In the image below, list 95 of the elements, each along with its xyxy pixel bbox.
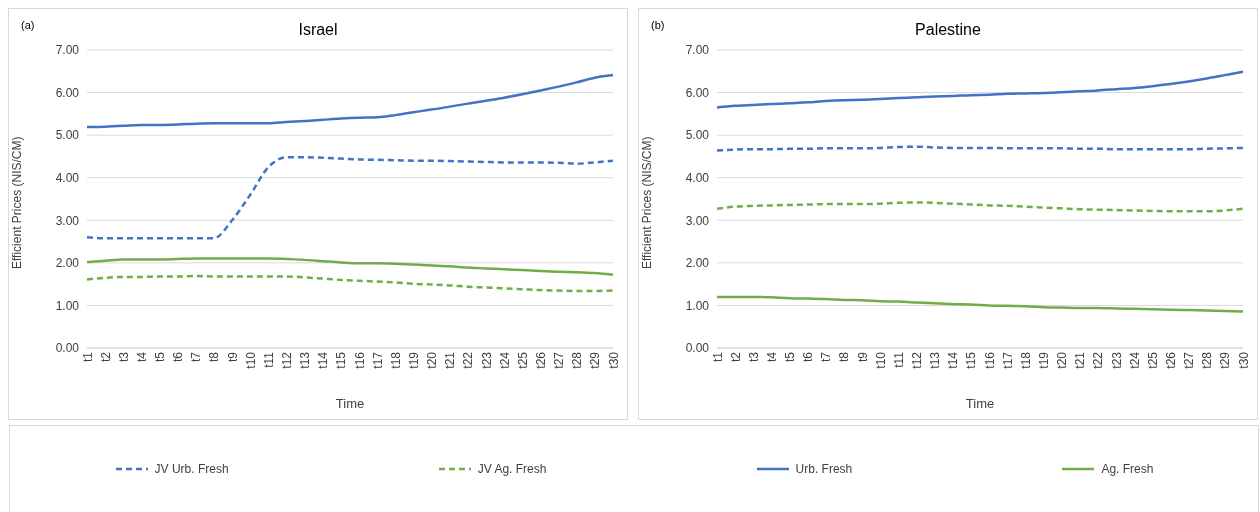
x-tick-label: t2 <box>728 351 743 363</box>
y-tick-label: 0.00 <box>55 341 80 356</box>
x-tick-label: t9 <box>225 351 240 363</box>
y-tick-label: 3.00 <box>55 213 80 228</box>
x-tick-label: t21 <box>443 351 458 369</box>
y-tick-label: 1.00 <box>55 298 80 313</box>
y-tick-label: 6.00 <box>685 85 710 100</box>
x-tick-label: t23 <box>479 351 494 369</box>
x-tick-label: t6 <box>801 351 816 363</box>
x-tick-label: t3 <box>116 351 131 363</box>
x-tick-label: t23 <box>1109 351 1124 369</box>
legend-label: JV Ag. Fresh <box>477 462 547 476</box>
x-axis-title: Time <box>965 396 995 411</box>
y-tick-label: 0.00 <box>685 341 710 356</box>
x-tick-label: t4 <box>134 351 149 363</box>
x-tick-label: t1 <box>710 351 725 363</box>
x-tick-label: t1 <box>80 351 95 363</box>
x-tick-label: t15 <box>964 351 979 369</box>
x-tick-label: t29 <box>1218 351 1233 369</box>
x-tick-label: t16 <box>352 351 367 369</box>
x-tick-label: t2 <box>98 351 113 363</box>
x-tick-label: t8 <box>837 351 852 363</box>
y-tick-label: 1.00 <box>685 298 710 313</box>
x-tick-label: t14 <box>316 351 331 369</box>
x-tick-label: t21 <box>1073 351 1088 369</box>
chart-title: Israel <box>298 21 338 38</box>
chart-title: Palestine <box>915 21 981 38</box>
x-tick-label: t30 <box>1236 351 1251 369</box>
x-tick-label: t13 <box>928 351 943 369</box>
x-tick-label: t7 <box>819 351 834 363</box>
x-tick-label: t10 <box>243 351 258 369</box>
x-tick-label: t28 <box>570 351 585 369</box>
y-tick-label: 7.00 <box>685 43 710 58</box>
line-series <box>85 257 615 277</box>
x-tick-label: t11 <box>261 351 276 368</box>
x-tick-label: t14 <box>946 351 961 369</box>
y-axis-title: Efficient Prices (NIS/CM) <box>640 136 655 269</box>
line-series <box>715 70 1245 109</box>
x-tick-label: t12 <box>280 351 295 369</box>
x-tick-label: t19 <box>1037 351 1051 369</box>
x-tick-label: t26 <box>533 351 548 369</box>
x-tick-label: t7 <box>189 351 204 363</box>
x-tick-label: t15 <box>334 351 349 369</box>
y-tick-label: 5.00 <box>685 128 710 143</box>
x-tick-label: t3 <box>746 351 761 363</box>
x-tick-label: t27 <box>552 351 567 369</box>
x-tick-label: t8 <box>207 351 222 363</box>
y-tick-label: 4.00 <box>55 170 80 185</box>
legend-label: Urb. Fresh <box>795 462 853 476</box>
x-tick-label: t4 <box>764 351 779 363</box>
line-series <box>715 295 1245 313</box>
x-tick-label: t28 <box>1200 351 1215 369</box>
line-series <box>715 201 1245 213</box>
x-tick-label: t30 <box>606 351 621 369</box>
x-tick-label: t17 <box>1000 351 1015 369</box>
x-tick-label: t18 <box>388 351 403 369</box>
y-tick-label: 2.00 <box>55 256 80 271</box>
legend-label: Ag. Fresh <box>1101 462 1154 476</box>
y-tick-label: 5.00 <box>55 128 80 143</box>
x-tick-label: t25 <box>1145 351 1160 369</box>
x-tick-label: t9 <box>855 351 870 363</box>
y-tick-label: 2.00 <box>685 256 710 271</box>
y-axis-title: Efficient Prices (NIS/CM) <box>10 136 25 269</box>
line-series <box>85 73 615 129</box>
x-tick-label: t18 <box>1018 351 1033 369</box>
x-tick-label: t5 <box>783 351 798 363</box>
x-tick-label: t20 <box>425 351 440 369</box>
y-tick-label: 4.00 <box>685 170 710 185</box>
x-tick-label: t10 <box>873 351 888 369</box>
x-tick-label: t27 <box>1182 351 1197 369</box>
x-tick-label: t22 <box>461 351 476 369</box>
x-tick-label: t13 <box>298 351 313 369</box>
x-tick-label: t26 <box>1163 351 1178 369</box>
x-tick-label: t19 <box>407 351 421 369</box>
y-tick-label: 7.00 <box>55 43 80 58</box>
line-series <box>85 274 615 293</box>
text: (b) <box>651 19 665 31</box>
x-tick-label: t5 <box>153 351 168 363</box>
x-tick-label: t24 <box>497 351 512 369</box>
x-axis-title: Time <box>335 396 365 411</box>
line-series <box>85 156 615 240</box>
y-tick-label: 6.00 <box>55 85 80 100</box>
x-tick-label: t6 <box>171 351 186 363</box>
x-tick-label: t22 <box>1091 351 1106 369</box>
x-tick-label: t25 <box>515 351 530 369</box>
x-tick-label: t20 <box>1055 351 1070 369</box>
legend-label: JV Urb. Fresh <box>154 462 229 476</box>
x-tick-label: t12 <box>910 351 925 369</box>
x-tick-label: t17 <box>370 351 385 369</box>
y-tick-label: 3.00 <box>685 213 710 228</box>
x-tick-label: t16 <box>982 351 997 369</box>
x-tick-label: t11 <box>891 351 906 368</box>
text: (a) <box>21 19 35 31</box>
x-tick-label: t24 <box>1127 351 1142 369</box>
x-tick-label: t29 <box>588 351 603 369</box>
